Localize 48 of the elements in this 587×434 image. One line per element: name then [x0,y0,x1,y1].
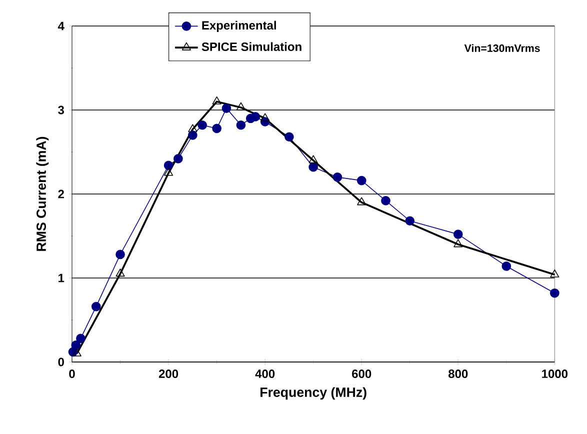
point [250,112,260,122]
y-tick-label: 2 [58,190,64,198]
point [284,132,294,142]
y-tick-label: 3 [58,106,64,114]
x-tick-label: 600 [352,370,372,378]
x-tick-label: 800 [448,370,468,378]
point [212,124,222,134]
point [236,102,246,110]
x-tick-label: 0 [69,370,75,378]
point [164,160,174,170]
point [188,130,198,140]
x-tick-label: 400 [255,370,275,378]
point [76,334,86,344]
point [332,172,342,182]
legend-label: Experimental [202,20,276,32]
annotation: Vin=130mVrms [464,44,540,52]
point [164,168,174,176]
y-tick-label: 4 [58,22,64,30]
point [550,288,560,298]
x-axis-title: Frequency (MHz) [260,387,366,400]
point [116,268,125,277]
y-tick-label: 1 [58,274,64,282]
point [260,113,270,122]
point [236,120,246,130]
point [72,348,82,356]
point [502,262,512,271]
point [174,154,183,164]
y-axis-title: RMS Current (mA) [36,136,49,251]
y-tick-label: 0 [58,358,64,366]
point [308,162,318,172]
point [357,197,366,206]
x-tick-label: 1000 [542,370,568,378]
point [188,124,198,132]
point [550,269,560,278]
point [308,155,318,164]
point [116,250,125,260]
legend-label: SPICE Simulation [202,42,302,52]
point [198,120,207,130]
point [212,96,222,104]
point [405,216,415,226]
point [381,196,390,206]
point [222,104,232,113]
point [454,239,463,248]
point [453,230,463,239]
x-tick-label: 200 [158,370,178,378]
point [71,340,81,350]
point [356,176,366,186]
point [91,302,101,312]
